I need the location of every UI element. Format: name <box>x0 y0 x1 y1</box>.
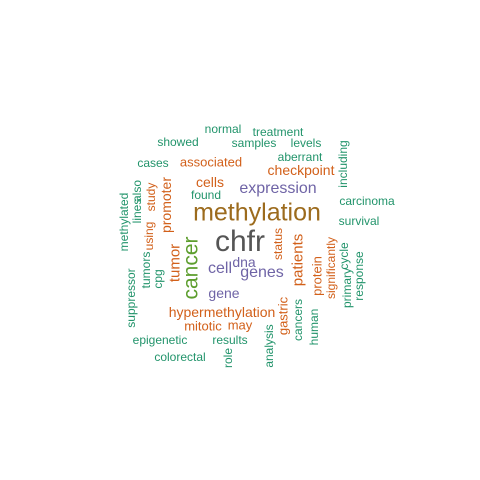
word-colorectal: colorectal <box>154 350 206 364</box>
word-may: may <box>227 317 253 333</box>
word-results: results <box>212 333 248 347</box>
word-lines: lines <box>130 198 144 224</box>
word-cpg: cpg <box>151 269 165 289</box>
word-samples: samples <box>231 136 277 150</box>
word-human: human <box>307 308 321 346</box>
word-dna: dna <box>232 254 256 270</box>
word-promoter: promoter <box>158 176 174 234</box>
word-cancer: cancer <box>179 236 203 300</box>
word-tumor: tumor <box>166 243 184 283</box>
word-protein: protein <box>309 256 325 296</box>
word-cases: cases <box>137 156 169 170</box>
word-checkpoint: checkpoint <box>267 162 335 178</box>
word-levels: levels <box>290 136 322 150</box>
word-using: using <box>142 221 156 251</box>
word-response: response <box>352 251 366 301</box>
word-cells: cells <box>195 174 225 190</box>
word-cell: cell <box>207 260 233 277</box>
word-found: found <box>190 188 222 202</box>
word-role: role <box>221 347 235 369</box>
word-methylated: methylated <box>117 192 131 252</box>
word-epigenetic: epigenetic <box>132 333 188 347</box>
word-including: including <box>336 140 350 188</box>
word-expression: expression <box>239 180 317 197</box>
word-chfr: chfr <box>214 225 266 258</box>
word-significantly: significantly <box>324 236 338 300</box>
word-hypermethylation: hypermethylation <box>168 304 276 320</box>
word-genes: genes <box>240 264 284 281</box>
word-methylation: methylation <box>193 198 321 227</box>
word-suppressor: suppressor <box>124 268 138 328</box>
word-normal: normal <box>204 122 242 136</box>
word-status: status <box>271 227 285 261</box>
word-patients: patients <box>289 233 307 287</box>
word-gene: gene <box>208 285 240 301</box>
word-associated: associated <box>179 154 243 170</box>
word-study: study <box>144 182 158 212</box>
word-mitotic: mitotic <box>184 318 222 334</box>
word-cancers: cancers <box>291 298 305 342</box>
word-aberrant: aberrant <box>277 150 323 164</box>
word-carcinoma: carcinoma <box>339 194 395 208</box>
word-treatment: treatment <box>252 125 304 139</box>
word-survival: survival <box>338 214 380 228</box>
word-showed: showed <box>157 135 199 149</box>
word-cycle: cycle <box>337 242 351 270</box>
word-analysis: analysis <box>262 324 276 368</box>
word-also: also <box>130 179 144 203</box>
word-gastric: gastric <box>275 296 291 336</box>
